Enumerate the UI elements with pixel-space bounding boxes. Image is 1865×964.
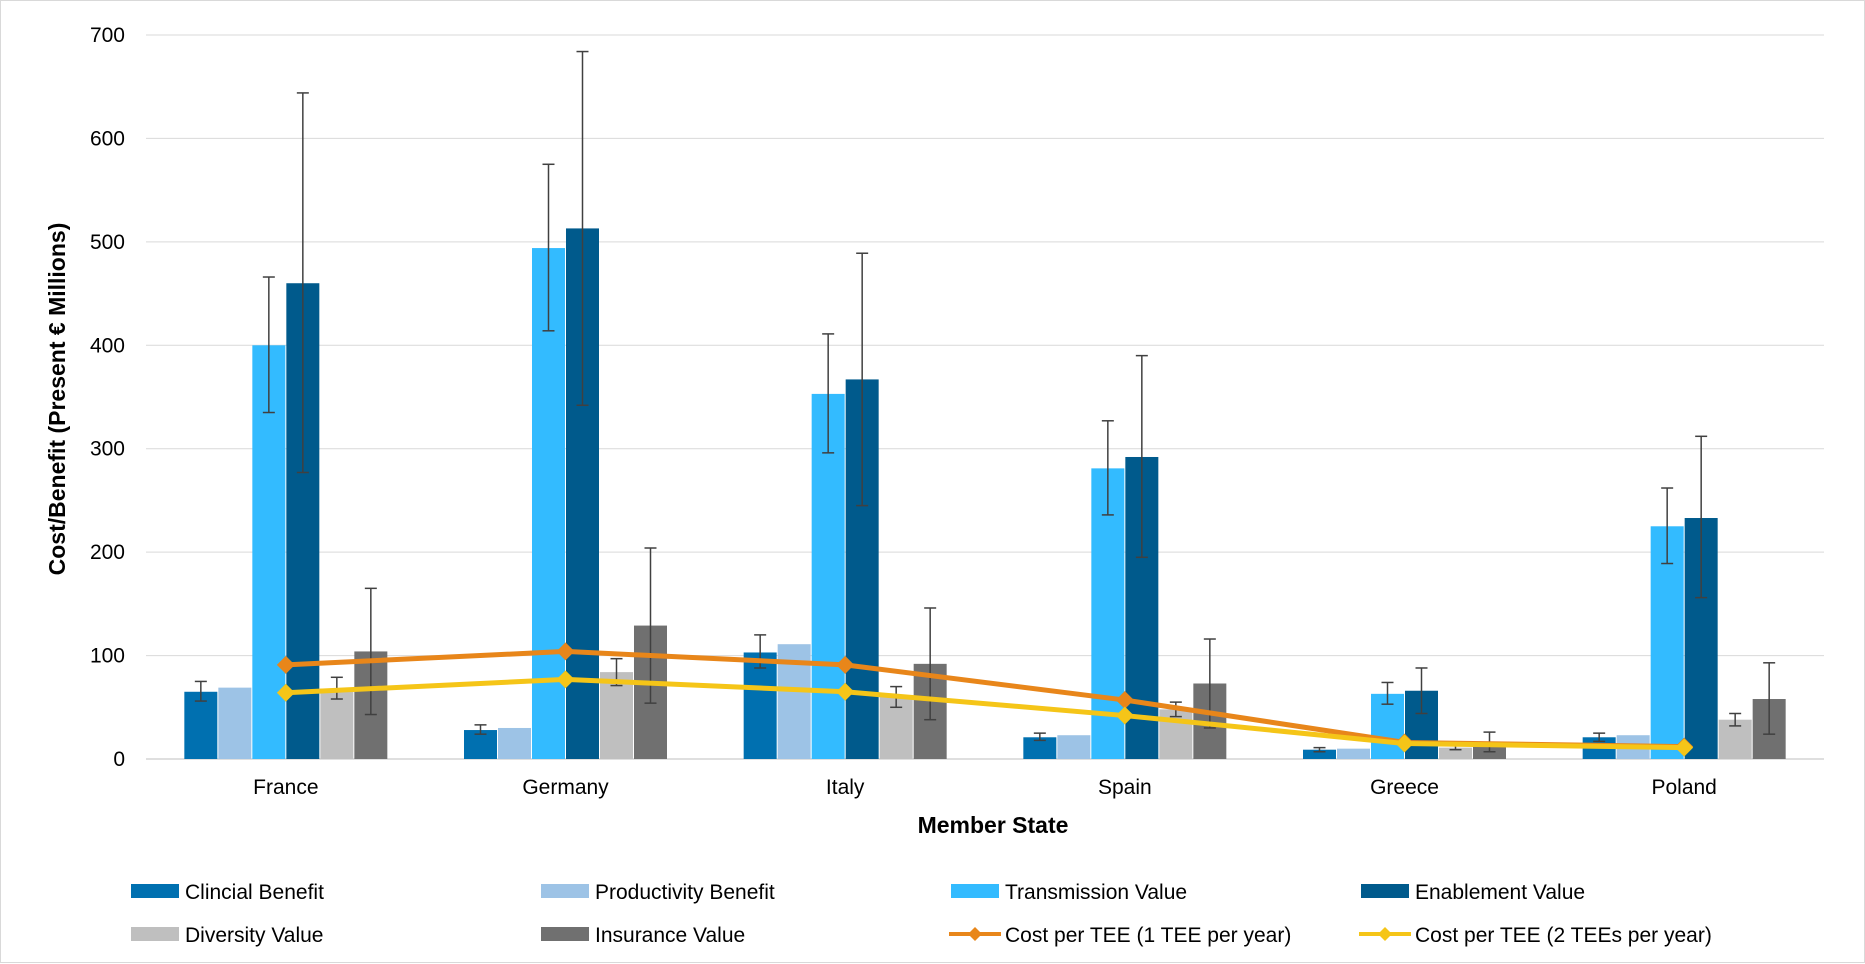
legend-swatch: [951, 884, 999, 898]
bar: [498, 727, 531, 759]
bar: [218, 687, 252, 759]
bar: [811, 393, 845, 759]
legend-swatch: [541, 884, 589, 898]
lines: [276, 642, 1694, 757]
y-tick-label: 200: [90, 541, 125, 564]
bar: [600, 672, 633, 759]
line-point: [836, 655, 855, 674]
y-axis-title: Cost/Benefit (Present € Millions): [44, 223, 70, 576]
bar: [1337, 748, 1370, 759]
bar: [320, 688, 354, 759]
y-tick-label: 500: [90, 231, 125, 254]
y-tick-label: 400: [90, 334, 125, 357]
line-point: [276, 655, 295, 674]
legend-swatch: [1361, 884, 1409, 898]
bar: [1303, 749, 1336, 759]
legend-label: Insurance Value: [595, 924, 745, 947]
legend-marker: [968, 927, 982, 941]
bar: [1650, 526, 1684, 759]
legend-label: Transmission Value: [1005, 881, 1187, 904]
y-tick-label: 100: [90, 645, 125, 668]
x-axis-title: Member State: [918, 812, 1069, 838]
line-point: [276, 683, 295, 702]
tick-labels: 0 100 200 300 400 500 600 700 France Germany Italy…: [90, 24, 1717, 799]
x-tick-label: Poland: [1651, 776, 1716, 799]
bar: [1439, 747, 1472, 759]
legend: Clincial Benefit Productivity Benefit Tran…: [131, 881, 1712, 947]
bar: [1091, 468, 1125, 759]
line-point: [556, 642, 575, 661]
x-tick-label: Italy: [826, 776, 865, 799]
x-tick-label: Greece: [1370, 776, 1439, 799]
error-bars: [194, 50, 1776, 753]
line-point: [556, 670, 575, 689]
line-point: [836, 682, 855, 701]
bar: [532, 248, 565, 759]
line-point: [1115, 691, 1134, 710]
x-tick-label: Germany: [522, 776, 609, 799]
legend-label: Enablement Value: [1415, 881, 1585, 904]
bar: [1023, 737, 1057, 759]
legend-swatch: [131, 927, 179, 941]
bars: [184, 228, 1786, 759]
y-tick-label: 600: [90, 127, 125, 150]
bar: [1057, 735, 1091, 759]
line-point: [1115, 706, 1134, 725]
legend-swatch: [131, 884, 179, 898]
legend-label: Diversity Value: [185, 924, 324, 947]
x-tick-label: France: [253, 776, 318, 799]
legend-label: Cost per TEE (1 TEE per year): [1005, 924, 1291, 947]
gridlines: [146, 34, 1824, 760]
legend-label: Productivity Benefit: [595, 881, 775, 904]
bar: [743, 652, 777, 759]
legend-swatch: [541, 927, 589, 941]
legend-label: Cost per TEE (2 TEEs per year): [1415, 924, 1712, 947]
legend-label: Clincial Benefit: [185, 881, 324, 904]
line-point: [1675, 738, 1694, 757]
bar: [184, 691, 218, 759]
x-tick-label: Spain: [1098, 776, 1152, 799]
series-line: [285, 676, 1685, 751]
y-tick-label: 0: [113, 748, 125, 771]
legend-marker: [1378, 927, 1392, 941]
y-tick-label: 300: [90, 438, 125, 461]
line-point: [1395, 734, 1414, 753]
y-tick-label: 700: [90, 24, 125, 47]
